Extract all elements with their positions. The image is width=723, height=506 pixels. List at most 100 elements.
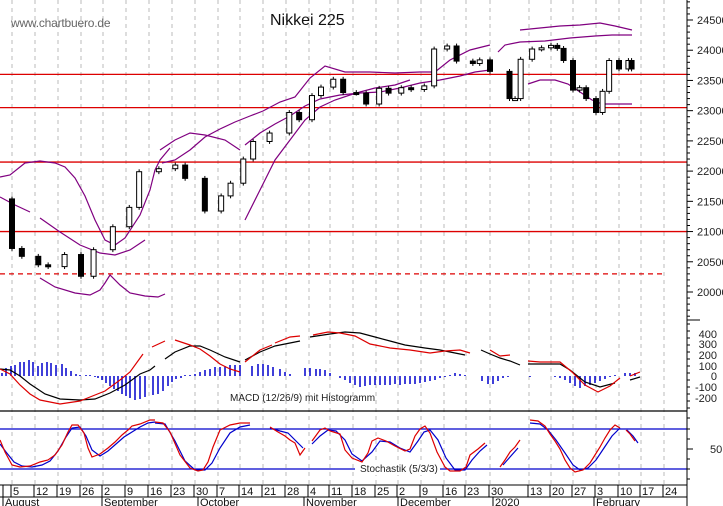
month-label: September — [104, 497, 158, 506]
date-axis: 5 12 19 26 2 9 16 23 30 7 14 21 28 4 11 18 25 2 9 16 23 30 13 2… — [0, 484, 687, 506]
candle — [385, 87, 392, 94]
price-tick-label: 24500 — [697, 15, 723, 27]
candle — [469, 60, 476, 65]
week-label: 12 — [36, 486, 48, 498]
stochastic-panel: Stochastik (5/3/3) — [0, 419, 687, 475]
week-label: 4 — [310, 486, 316, 498]
candle — [9, 198, 15, 249]
price-panel — [0, 22, 687, 298]
price-tick-label: 20000 — [697, 287, 723, 299]
week-label: 7 — [219, 486, 225, 498]
candle — [309, 95, 315, 121]
macd-tick-label: 100 — [699, 361, 717, 373]
week-label: 23 — [173, 486, 185, 498]
macd-label: MACD (12/26/9) mit Histogramm — [230, 393, 375, 404]
week-label: 21 — [264, 486, 276, 498]
candle — [363, 92, 370, 105]
candle — [201, 177, 208, 212]
candle — [453, 45, 460, 62]
week-label: 5 — [13, 486, 19, 498]
candle — [517, 58, 524, 100]
macd-tick-label: 400 — [699, 329, 717, 341]
candlesticks — [9, 42, 635, 279]
week-label: 14 — [241, 486, 253, 498]
candle — [529, 48, 536, 60]
macd-signal-line — [0, 331, 641, 405]
macd-tick-label: 0 — [711, 371, 717, 383]
month-labels: August September October November December 20… — [2, 497, 641, 506]
week-label: 10 — [620, 486, 632, 498]
stoch-label-bg — [356, 461, 440, 475]
week-label: 28 — [287, 486, 299, 498]
candle — [330, 78, 337, 88]
week-label: 9 — [127, 486, 133, 498]
watermark: www.chartbuero.de — [11, 16, 111, 30]
month-label: August — [5, 497, 39, 506]
candle — [353, 92, 360, 96]
candle — [318, 86, 324, 97]
week-label: 9 — [422, 486, 428, 498]
week-label: 24 — [665, 486, 677, 498]
week-label: 2 — [399, 486, 405, 498]
candle — [444, 45, 451, 50]
candle — [240, 158, 247, 184]
week-label: 25 — [377, 486, 389, 498]
week-label: 17 — [642, 486, 654, 498]
price-tick-label: 22500 — [697, 136, 723, 148]
stoch-tick-label: 50 — [710, 444, 722, 456]
week-label: 30 — [196, 486, 208, 498]
candle — [512, 98, 519, 102]
candle — [61, 254, 68, 268]
candle — [570, 59, 576, 91]
candle — [136, 171, 143, 208]
candle — [599, 90, 606, 113]
candle — [45, 264, 52, 268]
macd-tick-label: 200 — [699, 350, 717, 362]
candle — [606, 59, 613, 92]
macd-histogram — [1, 360, 636, 400]
candle — [487, 59, 493, 72]
candle — [593, 98, 599, 113]
week-labels: 5 12 19 26 2 9 16 23 30 7 14 21 28 4 11 18 25 2 9 16 23 30 13 2… — [2, 485, 677, 506]
macd-tick-label: 300 — [699, 339, 717, 351]
candle — [172, 164, 179, 170]
week-label: 30 — [491, 486, 503, 498]
macd-line — [0, 331, 641, 401]
candle — [538, 47, 545, 51]
price-axis: 24500 24000 23500 23000 22500 22000 21500 21000… — [687, 1, 723, 317]
price-tick-label: 22000 — [697, 166, 723, 178]
week-label: 27 — [574, 486, 586, 498]
candle — [18, 247, 25, 257]
candle — [182, 164, 189, 179]
week-label: 11 — [331, 486, 342, 498]
candle — [616, 59, 622, 70]
week-label: 26 — [82, 486, 94, 498]
week-label: 2 — [104, 486, 110, 498]
candle — [506, 70, 513, 100]
stoch-axis: 50 — [687, 319, 722, 480]
vertical-grid — [11, 0, 665, 485]
candle — [109, 226, 116, 251]
week-label: 13 — [530, 486, 542, 498]
price-tick-label: 21000 — [697, 227, 723, 239]
candle — [628, 59, 635, 70]
stoch-label: Stochastik (5/3/3) — [360, 464, 438, 475]
candle — [266, 132, 273, 142]
candle — [576, 87, 583, 91]
chart-title: Nikkei 225 — [270, 12, 345, 29]
week-label: 18 — [354, 486, 366, 498]
week-label: 19 — [59, 486, 71, 498]
candle — [126, 206, 133, 228]
candle — [340, 78, 347, 94]
right-axis: 24500 24000 23500 23000 22500 22000 21500 21000… — [686, 0, 723, 506]
month-label: February — [596, 497, 641, 506]
price-tick-label: 24000 — [697, 45, 723, 57]
week-label: 3 — [597, 486, 603, 498]
month-label: 2020 — [495, 497, 519, 506]
candle — [421, 85, 428, 91]
price-tick-label: 23500 — [697, 75, 723, 87]
candle — [218, 195, 225, 212]
candle — [560, 47, 567, 61]
